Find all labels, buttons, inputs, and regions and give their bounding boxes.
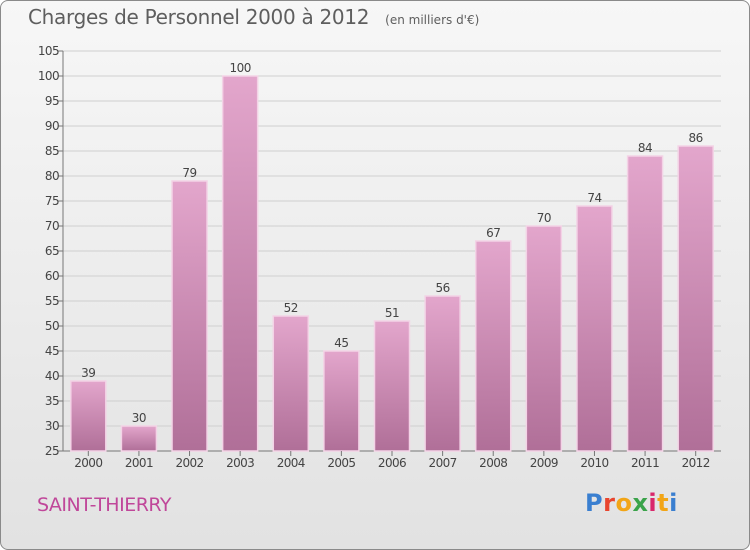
x-axis-ticks: 2000 2001 2002 2003 2004 2005 2006 2007 2008 2009… [74, 451, 710, 470]
bar-2010 [576, 205, 613, 452]
bar-2005 [323, 350, 360, 452]
y-tick-label: 80 [45, 169, 59, 183]
bar-2006 [373, 320, 411, 452]
bar-2004 [272, 315, 310, 452]
data-label-2002: 79 [182, 166, 196, 180]
data-label-2006: 51 [385, 306, 399, 320]
title-row: Charges de Personnel 2000 à 2012 (en mill… [28, 5, 479, 29]
x-tick-label: 2008 [479, 456, 507, 470]
y-tick-label: 100 [38, 69, 59, 83]
data-label-2007: 56 [435, 281, 449, 295]
data-label-2000: 39 [81, 366, 95, 380]
y-tick-label: 75 [45, 194, 59, 208]
y-tick-label: 35 [45, 394, 59, 408]
chart-title: Charges de Personnel 2000 à 2012 [28, 5, 370, 29]
data-labels: 39 30 79 100 52 45 51 56 67 70 74 84 86 [81, 61, 703, 425]
y-tick-label: 40 [45, 369, 59, 383]
bar-2003 [221, 75, 259, 452]
y-tick-label: 85 [45, 144, 59, 158]
data-label-2004: 52 [284, 301, 298, 315]
y-tick-label: 45 [45, 344, 59, 358]
logo-letter: t [657, 489, 670, 517]
x-tick-label: 2002 [175, 456, 203, 470]
y-tick-label: 60 [45, 269, 59, 283]
bars [70, 75, 714, 452]
proxiti-logo: Proxiti [585, 489, 678, 517]
x-tick-label: 2012 [682, 456, 710, 470]
logo-letter: i [648, 489, 658, 517]
logo-letter: P [585, 489, 604, 517]
x-tick-label: 2005 [327, 456, 355, 470]
x-tick-label: 2004 [277, 456, 305, 470]
y-tick-label: 30 [45, 419, 59, 433]
y-tick-label: 95 [45, 94, 59, 108]
x-tick-label: 2007 [429, 456, 457, 470]
data-label-2012: 86 [689, 131, 703, 145]
y-tick-label: 65 [45, 244, 59, 258]
data-label-2005: 45 [334, 336, 348, 350]
x-tick-label: 2006 [378, 456, 406, 470]
data-label-2003: 100 [229, 61, 250, 75]
x-tick-label: 2003 [226, 456, 254, 470]
data-label-2011: 84 [638, 141, 652, 155]
data-label-2009: 70 [537, 211, 551, 225]
logo-letter: i [669, 489, 678, 517]
commune-name: SAINT-THIERRY [37, 494, 172, 516]
y-tick-label: 105 [38, 44, 59, 58]
chart-subtitle: (en milliers d'€) [385, 13, 480, 27]
y-tick-label: 90 [45, 119, 59, 133]
y-tick-label: 70 [45, 219, 59, 233]
x-tick-label: 2001 [125, 456, 153, 470]
x-tick-label: 2000 [74, 456, 102, 470]
data-label-2008: 67 [486, 226, 500, 240]
x-tick-label: 2009 [530, 456, 558, 470]
bar-2001 [120, 425, 158, 452]
y-tick-label: 50 [45, 319, 59, 333]
bar-2007 [424, 295, 461, 452]
bar-2000 [70, 380, 107, 452]
y-tick-label: 55 [45, 294, 59, 308]
bar-2008 [474, 240, 512, 452]
logo-letter: x [632, 489, 649, 517]
logo-letter: r [603, 489, 616, 517]
y-tick-label: 25 [45, 444, 59, 458]
x-tick-label: 2010 [580, 456, 608, 470]
data-label-2010: 74 [587, 191, 601, 205]
x-tick-label: 2011 [631, 456, 659, 470]
logo-letter: o [615, 489, 633, 517]
bar-2002 [171, 180, 208, 452]
bar-2012 [677, 145, 714, 452]
bar-2011 [626, 155, 664, 452]
bar-2009 [525, 225, 563, 452]
data-label-2001: 30 [132, 411, 146, 425]
